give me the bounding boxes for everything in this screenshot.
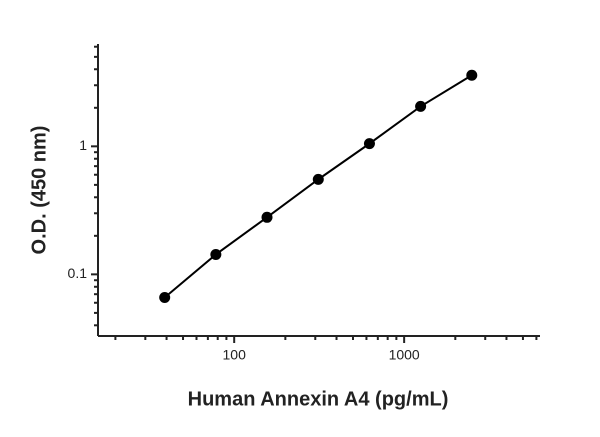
y-tick-label: 1 <box>79 137 87 153</box>
y-axis-label: O.D. (450 nm) <box>28 126 50 255</box>
x-tick-label: 1000 <box>389 347 420 363</box>
data-point <box>466 69 478 81</box>
data-point <box>261 211 273 223</box>
fit-line <box>164 74 473 299</box>
x-axis-label: Human Annexin A4 (pg/mL) <box>188 388 449 410</box>
x-tick-label: 100 <box>223 347 247 363</box>
y-tick-label: 0.1 <box>68 265 88 281</box>
data-point <box>415 100 427 112</box>
data-point <box>159 291 171 303</box>
data-point <box>312 173 324 185</box>
data-point <box>363 138 375 150</box>
data-point <box>210 248 222 260</box>
